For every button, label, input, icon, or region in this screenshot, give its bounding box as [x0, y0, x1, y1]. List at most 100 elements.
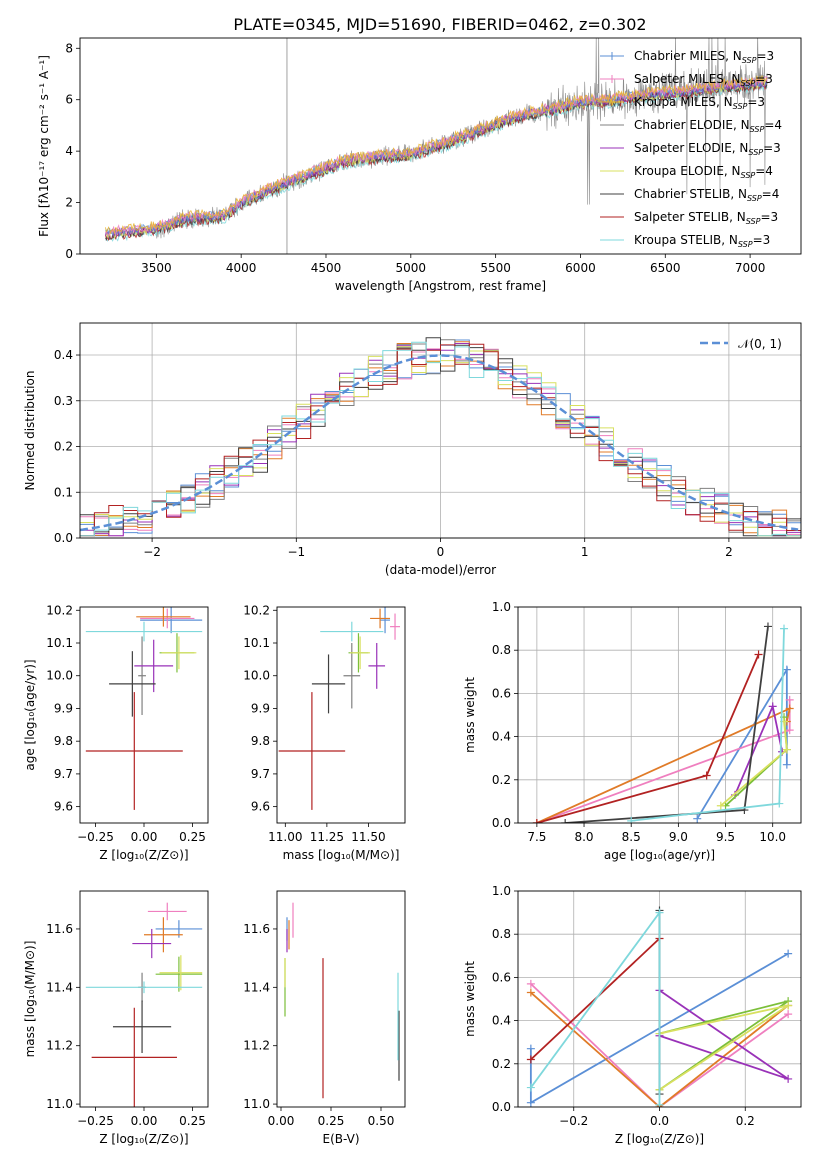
legend-label: Salpeter ELODIE, NSSP=3	[634, 141, 781, 157]
y-axis-label: mass weight	[463, 677, 477, 753]
legend-label-subscript: SSP	[746, 217, 761, 226]
marker-point	[526, 1098, 535, 1107]
x-tick-label: 8.5	[622, 830, 641, 844]
plot-area	[284, 902, 400, 1099]
legend-marker	[608, 75, 616, 83]
y-tick-label: 9.7	[251, 767, 270, 781]
y-tick-label: 0.6	[492, 686, 511, 700]
y-tick-label: 9.9	[54, 701, 73, 715]
y-tick-label: 11.0	[243, 1097, 270, 1111]
marker-point	[526, 1083, 535, 1092]
panel-ebv-mass: 0.00 0.25 0.50 11.0 11.2 11.4 11.6 E(B-V)	[243, 890, 406, 1146]
y-tick-label: 10.1	[243, 636, 270, 650]
axes-frame	[79, 322, 802, 539]
y-tick-label: 0.1	[54, 485, 73, 499]
marker-point	[526, 988, 535, 997]
y-tick-label: 0.6	[492, 970, 511, 984]
x-tick-label: 0.50	[368, 1114, 395, 1128]
panel-spectrum: 3500 4000 4500 5000 5500 6000 6500 7000 0 2 4 6 8 wav…	[37, 37, 802, 293]
y-tick-label: 0.4	[492, 730, 511, 744]
marker-point	[526, 1055, 535, 1064]
legend-label: 𝒩(0, 1)	[738, 337, 782, 351]
legend-label-tail: =4	[764, 118, 782, 132]
x-tick-label: 11.25	[310, 830, 344, 844]
x-axis-label: Z [log₁₀(Z/Z⊙)]	[99, 1132, 188, 1146]
plot-area	[85, 902, 203, 1107]
x-tick-label: 7000	[735, 261, 766, 275]
y-tick-label: 2	[65, 196, 73, 210]
y-axis-label: Normed distribution	[23, 371, 37, 491]
y-tick-label: 0.8	[492, 643, 511, 657]
legend-label-subscript: SSP	[742, 56, 757, 65]
legend-label-tail: =3	[755, 72, 773, 86]
legend-label-subscript: SSP	[748, 148, 763, 157]
legend-label-tail: =4	[755, 164, 773, 178]
y-tick-label: 0.4	[54, 348, 73, 362]
legend-label: Chabrier MILES, NSSP=3	[634, 49, 774, 65]
x-axis-label: Z [log₁₀(Z/Z⊙)]	[99, 848, 188, 862]
y-tick-label: 9.7	[54, 767, 73, 781]
y-tick-label: 6	[65, 93, 73, 107]
x-tick-label: 9.5	[716, 830, 735, 844]
x-tick-label: 0.25	[318, 1114, 345, 1128]
legend-label: Salpeter STELIB, NSSP=3	[634, 210, 778, 226]
axes-frame	[79, 37, 802, 255]
x-tick-label: 4000	[226, 261, 257, 275]
histogram-kroupa-stelib	[80, 341, 801, 537]
marker-point	[782, 665, 791, 674]
y-tick-label: 0.2	[492, 773, 511, 787]
x-tick-label: 5000	[396, 261, 427, 275]
legend-marker	[608, 52, 616, 60]
y-tick-label: 0.2	[492, 1057, 511, 1071]
y-tick-label: 11.6	[243, 922, 270, 936]
marker-point	[785, 726, 794, 735]
marker-point	[716, 801, 725, 810]
marker-point	[532, 819, 541, 823]
x-tick-label: 0.00	[131, 1114, 158, 1128]
x-tick-label: 2	[725, 545, 733, 559]
histogram-salpeter-stelib	[80, 343, 801, 537]
y-tick-label: 0.0	[54, 531, 73, 545]
y-tick-label: 10.1	[46, 636, 73, 650]
plot-area	[104, 38, 768, 254]
marker-point	[784, 1010, 793, 1019]
legend-label-subscript: SSP	[750, 125, 765, 134]
legend-label-tail: =3	[753, 233, 771, 247]
panel-z-mass: −0.25 0.00 0.25 11.0 11.2 11.4 11.6 Z [log₁₀(Z/…	[23, 890, 209, 1146]
legend-label-tail: =3	[756, 49, 774, 63]
legend-label-subscript: SSP	[741, 171, 756, 180]
legend-label-tail: =3	[763, 141, 781, 155]
x-tick-label: 0.2	[736, 1114, 755, 1128]
x-tick-label: 0.25	[179, 830, 206, 844]
x-tick-label: 0.0	[650, 1114, 669, 1128]
figure-title: PLATE=0345, MJD=51690, FIBERID=0462, z=0…	[233, 15, 646, 34]
y-tick-label: 10.0	[46, 669, 73, 683]
legend-label-subscript: SSP	[747, 194, 762, 203]
plot-area	[278, 607, 401, 810]
y-tick-label: 11.4	[243, 980, 270, 994]
y-tick-label: 4	[65, 144, 73, 158]
legend-label: Kroupa ELODIE, NSSP=4	[634, 164, 773, 180]
x-tick-label: 0.25	[179, 1114, 206, 1128]
y-tick-label: 0.8	[492, 927, 511, 941]
axes-frame	[517, 606, 802, 824]
marker-point	[526, 1044, 535, 1053]
axes-frame	[517, 890, 802, 1108]
legend-label-subscript: SSP	[741, 79, 756, 88]
marker-point	[768, 702, 777, 711]
y-tick-label: 9.8	[251, 734, 270, 748]
x-tick-label: 4500	[311, 261, 342, 275]
x-tick-label: −1	[287, 545, 305, 559]
y-tick-label: 0.0	[492, 1100, 511, 1114]
x-tick-label: 0	[437, 545, 445, 559]
marker-point	[782, 760, 791, 769]
y-tick-label: 11.6	[46, 922, 73, 936]
y-tick-label: 9.6	[251, 800, 270, 814]
marker-point	[526, 979, 535, 988]
marker-point	[693, 814, 702, 823]
marker-point	[785, 695, 794, 704]
legend-label: Kroupa STELIB, NSSP=3	[634, 233, 770, 249]
y-axis-label: age [log₁₀(age/yr)]	[23, 659, 37, 770]
x-tick-label: 0.00	[268, 1114, 295, 1128]
